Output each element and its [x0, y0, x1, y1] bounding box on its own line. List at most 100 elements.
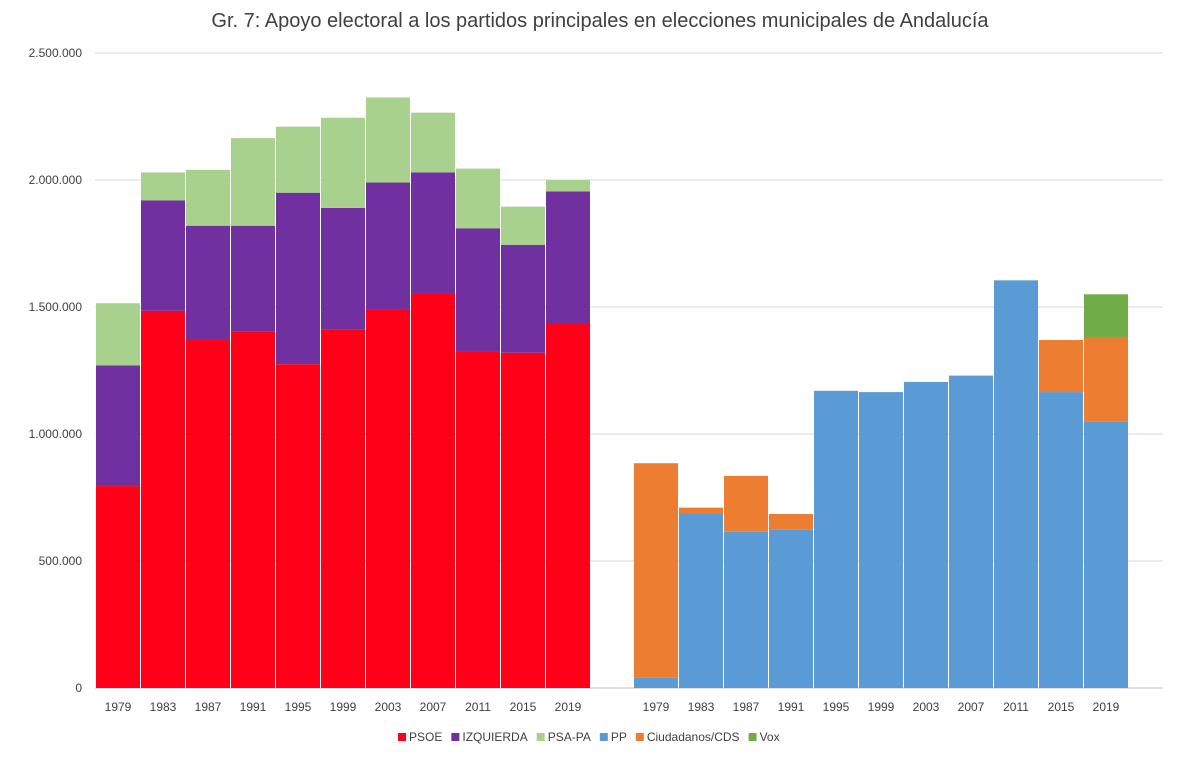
x-tick-label: 2019 — [1093, 700, 1120, 714]
bar-segment — [141, 172, 185, 201]
x-tick-label: 1995 — [285, 700, 312, 714]
bar-segment — [141, 310, 185, 688]
bar-segment — [366, 309, 410, 688]
bar-segment — [96, 365, 140, 487]
bar-segment — [276, 364, 320, 688]
bar-segment — [634, 463, 678, 678]
y-axis-labels: 0 500.000 1.000.000 1.500.000 2.000.000 2.500… — [29, 46, 83, 695]
bars — [96, 97, 1128, 688]
bar-segment — [546, 180, 590, 192]
bar-segment — [366, 182, 410, 310]
bar-segment — [724, 475, 768, 532]
bar-segment — [231, 138, 275, 226]
legend-swatch — [398, 733, 406, 741]
x-tick-label: 1999 — [330, 700, 357, 714]
legend-item: Vox — [748, 730, 780, 744]
y-tick-label: 2.500.000 — [29, 46, 83, 60]
bar-segment — [276, 192, 320, 365]
bar-segment — [321, 329, 365, 688]
legend-swatch — [748, 733, 757, 741]
legend-label: Ciudadanos/CDS — [647, 730, 740, 744]
bar-segment — [96, 303, 140, 366]
x-tick-label: 2015 — [510, 700, 537, 714]
bar-segment — [546, 191, 590, 324]
bar-segment — [634, 677, 678, 688]
bar-segment — [1084, 337, 1128, 422]
legend-item: PP — [599, 730, 627, 744]
x-tick-label: 1987 — [733, 700, 760, 714]
bar-segment — [231, 331, 275, 688]
bar-segment — [231, 225, 275, 332]
x-tick-label: 2011 — [1003, 700, 1029, 714]
bar-segment — [679, 514, 723, 688]
legend-item: PSA-PA — [536, 730, 591, 744]
x-tick-label: 2003 — [375, 700, 402, 714]
bar-segment — [1084, 294, 1128, 338]
x-tick-label: 2015 — [1048, 700, 1075, 714]
legend-label: PSA-PA — [548, 730, 591, 744]
bar-segment — [456, 351, 500, 688]
bar-segment — [769, 514, 813, 530]
x-tick-label: 2019 — [555, 700, 582, 714]
legend-item: IZQUIERDA — [451, 730, 528, 744]
bar-segment — [904, 381, 948, 688]
legend-item: Ciudadanos/CDS — [635, 730, 740, 744]
bar-segment — [411, 293, 455, 688]
bar-segment — [141, 200, 185, 311]
bar-segment — [276, 126, 320, 193]
x-tick-label: 2003 — [913, 700, 940, 714]
bar-segment — [501, 206, 545, 245]
legend-label: IZQUIERDA — [462, 730, 527, 744]
bar-segment — [186, 340, 230, 688]
chart-title: Gr. 7: Apoyo electoral a los partidos pr… — [211, 10, 989, 32]
bar-segment — [814, 390, 858, 688]
bar-segment — [859, 392, 903, 688]
bar-segment — [456, 228, 500, 352]
x-tick-label: 1983 — [150, 700, 177, 714]
legend-swatch — [599, 733, 608, 741]
bar-segment — [1084, 421, 1128, 688]
bar-segment — [321, 117, 365, 208]
bar-segment — [501, 352, 545, 688]
bar-segment — [1039, 340, 1083, 393]
x-axis-labels: 1979 1983 1987 1991 1995 1999 2003 2007 2011 2015… — [105, 700, 1120, 714]
bar-segment — [321, 207, 365, 330]
legend-item: PSOE — [398, 730, 442, 744]
bar-segment — [724, 531, 768, 688]
legend-swatch — [536, 733, 545, 741]
x-tick-label: 1995 — [823, 700, 850, 714]
x-tick-label: 2007 — [958, 700, 985, 714]
bar-segment — [994, 280, 1038, 688]
y-tick-label: 1.000.000 — [29, 427, 83, 441]
legend-label: Vox — [760, 730, 780, 744]
legend-label: PSOE — [409, 730, 442, 744]
bar-segment — [186, 169, 230, 226]
bar-segment — [769, 529, 813, 688]
legend-swatch — [451, 733, 460, 741]
y-tick-label: 0 — [75, 681, 82, 695]
y-tick-label: 500.000 — [39, 554, 83, 568]
x-tick-label: 1979 — [105, 700, 132, 714]
bar-segment — [411, 112, 455, 173]
y-tick-label: 1.500.000 — [29, 300, 83, 314]
bar-segment — [546, 323, 590, 688]
x-tick-label: 1999 — [868, 700, 895, 714]
bar-segment — [501, 244, 545, 353]
bar-segment — [949, 375, 993, 688]
bar-segment — [679, 507, 723, 515]
x-tick-label: 1987 — [195, 700, 222, 714]
legend: PSOE IZQUIERDA PSA-PA PP Ciudadanos/CDS Vox — [398, 730, 780, 744]
legend-label: PP — [611, 730, 627, 744]
x-tick-label: 1983 — [688, 700, 715, 714]
y-tick-label: 2.000.000 — [29, 173, 83, 187]
bar-segment — [186, 225, 230, 341]
x-tick-label: 2007 — [420, 700, 447, 714]
x-tick-label: 2011 — [465, 700, 491, 714]
bar-segment — [96, 486, 140, 688]
x-tick-label: 1979 — [643, 700, 670, 714]
x-tick-label: 1991 — [778, 700, 805, 714]
bar-segment — [366, 97, 410, 183]
bar-segment — [1039, 392, 1083, 688]
